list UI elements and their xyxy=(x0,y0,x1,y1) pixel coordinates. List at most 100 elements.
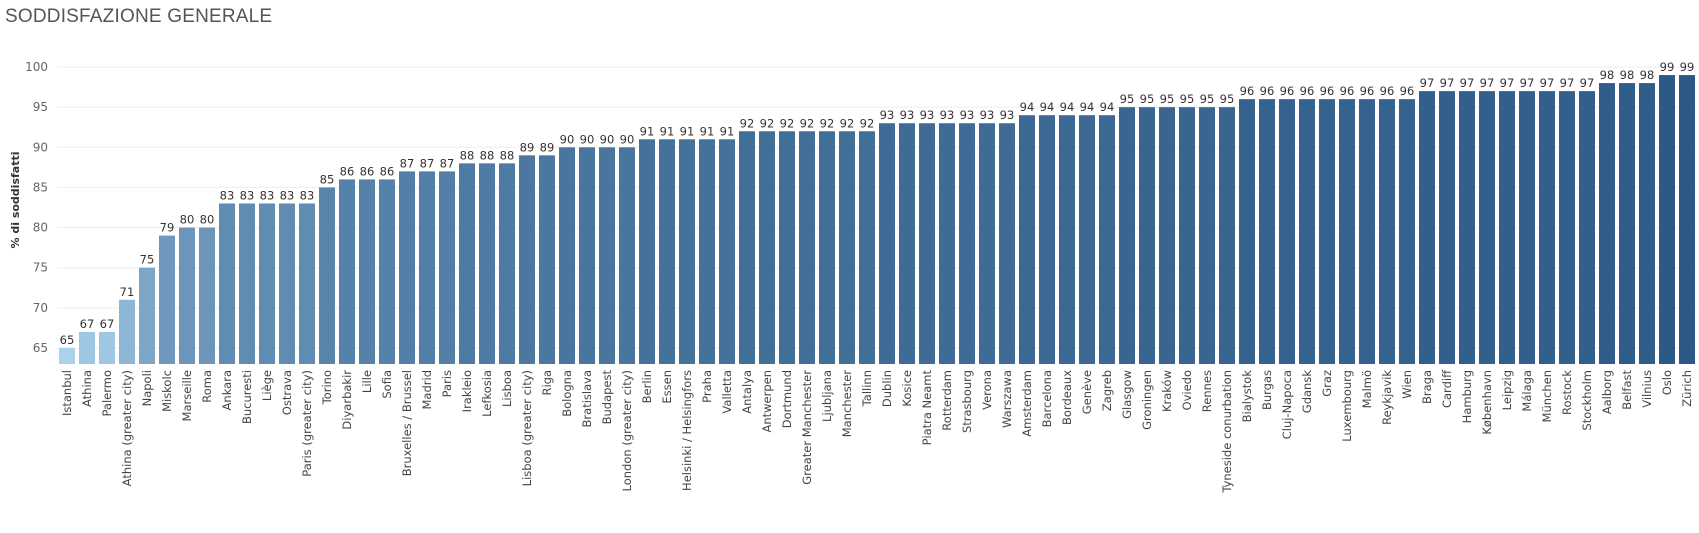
x-category-label: Torino xyxy=(320,370,334,405)
x-category-label: Liège xyxy=(260,370,274,401)
bar-value-label: 83 xyxy=(220,188,235,202)
bar-value-label: 96 xyxy=(1340,84,1355,98)
bar-value-label: 93 xyxy=(960,108,975,122)
y-tick-label: 65 xyxy=(33,341,48,355)
x-category-label: Paris (greater city) xyxy=(300,370,314,477)
bar xyxy=(299,203,315,364)
x-category-label: Antalya xyxy=(740,370,754,414)
x-category-label: Cardiff xyxy=(1440,369,1454,408)
x-category-label: Helsinki / Helsingfors xyxy=(680,370,694,491)
bar xyxy=(1299,99,1315,364)
x-category-label: Amsterdam xyxy=(1020,370,1034,437)
chart-title: SODDISFAZIONE GENERALE xyxy=(5,6,273,27)
bar xyxy=(59,347,75,364)
bar xyxy=(259,203,275,364)
x-category-label: Wien xyxy=(1400,370,1414,399)
bar-value-label: 88 xyxy=(480,148,495,162)
x-category-label: Lefkosia xyxy=(480,370,494,417)
y-tick-label: 85 xyxy=(33,180,48,194)
bar xyxy=(1139,107,1155,365)
bar-value-label: 89 xyxy=(540,140,555,154)
bar xyxy=(1639,83,1655,364)
bar-value-label: 93 xyxy=(880,108,895,122)
bar xyxy=(1239,99,1255,364)
bar xyxy=(1399,99,1415,364)
bar-value-label: 97 xyxy=(1480,76,1495,90)
bars xyxy=(59,75,1695,365)
bar-value-label: 97 xyxy=(1580,76,1595,90)
y-axis-ticks: 65 70 75 80 85 90 95 100 xyxy=(25,60,48,355)
x-category-label: Aalborg xyxy=(1600,370,1614,414)
x-category-label: Bordeaux xyxy=(1060,370,1074,425)
x-category-label: Athina (greater city) xyxy=(120,370,134,486)
x-category-label: Essen xyxy=(660,370,674,404)
bar-value-label: 87 xyxy=(440,156,455,170)
x-category-label: Oslo xyxy=(1660,370,1674,395)
x-category-label: Groningen xyxy=(1140,370,1154,430)
bar xyxy=(919,123,935,364)
x-category-label: Berlin xyxy=(640,370,654,403)
x-category-label: Vilnius xyxy=(1640,370,1654,408)
x-category-label: Kosice xyxy=(900,370,914,407)
bar xyxy=(899,123,915,364)
x-category-label: Burgas xyxy=(1260,370,1274,410)
bar-value-label: 94 xyxy=(1040,100,1055,114)
bar-value-label: 93 xyxy=(1000,108,1015,122)
bar-value-label: 98 xyxy=(1640,68,1655,82)
x-category-label: Manchester xyxy=(840,370,854,438)
bar-value-label: 91 xyxy=(720,124,735,138)
x-category-label: Rennes xyxy=(1200,370,1214,412)
bar xyxy=(1199,107,1215,365)
bar-value-label: 94 xyxy=(1100,100,1115,114)
bar xyxy=(1339,99,1355,364)
bar-value-label: 83 xyxy=(280,188,295,202)
bar-value-label: 96 xyxy=(1240,84,1255,98)
bar xyxy=(179,227,195,364)
x-category-label: Hamburg xyxy=(1460,370,1474,423)
bar xyxy=(759,131,775,364)
x-category-label: London (greater city) xyxy=(620,370,634,491)
bar xyxy=(1059,115,1075,364)
bar-value-label: 97 xyxy=(1440,76,1455,90)
x-category-label: Madrid xyxy=(420,370,434,410)
x-category-label: Bratislava xyxy=(580,370,594,427)
x-category-label: Riga xyxy=(540,370,554,396)
bar xyxy=(479,163,495,364)
bar xyxy=(659,139,675,364)
bar-value-label: 95 xyxy=(1140,92,1155,106)
x-category-label: Ostrava xyxy=(280,370,294,415)
bar-value-label: 92 xyxy=(840,116,855,130)
bar xyxy=(1599,83,1615,364)
bar xyxy=(519,155,535,364)
bar-value-label: 86 xyxy=(380,164,395,178)
bar-value-label: 97 xyxy=(1540,76,1555,90)
bar-value-label: 92 xyxy=(800,116,815,130)
bar-value-label: 65 xyxy=(60,333,75,347)
bar-value-label: 94 xyxy=(1020,100,1035,114)
x-category-label: Lille xyxy=(360,370,374,393)
x-category-label: Stockholm xyxy=(1580,370,1594,431)
bar xyxy=(1179,107,1195,365)
bar-value-label: 87 xyxy=(400,156,415,170)
bar-value-label: 71 xyxy=(120,285,135,299)
bar-value-label: 96 xyxy=(1320,84,1335,98)
bar xyxy=(139,267,155,364)
bar xyxy=(1439,91,1455,365)
bar xyxy=(619,147,635,364)
bar-value-label: 67 xyxy=(100,317,115,331)
bar-value-label: 95 xyxy=(1120,92,1135,106)
bar xyxy=(459,163,475,364)
x-category-label: Leipzig xyxy=(1500,370,1514,410)
bar xyxy=(99,331,115,364)
bar-value-label: 96 xyxy=(1400,84,1415,98)
bar-value-label: 97 xyxy=(1560,76,1575,90)
bar-value-label: 90 xyxy=(560,132,575,146)
x-category-label: København xyxy=(1480,370,1494,435)
bar xyxy=(1579,91,1595,365)
bar xyxy=(119,299,135,364)
bar xyxy=(539,155,555,364)
bar-value-label: 97 xyxy=(1500,76,1515,90)
bar xyxy=(1099,115,1115,364)
bar xyxy=(219,203,235,364)
